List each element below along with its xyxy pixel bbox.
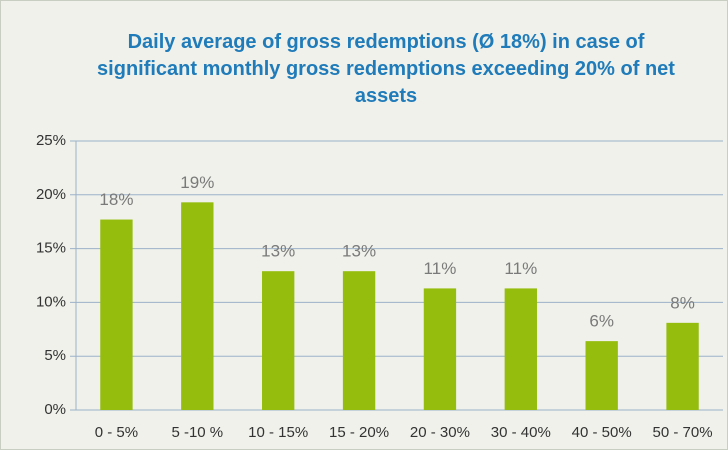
value-label: 19% (180, 173, 214, 192)
y-tick-label: 5% (44, 347, 66, 364)
y-tick-label: 25% (36, 132, 66, 149)
value-label: 11% (504, 259, 537, 278)
x-tick-label: 0 - 5% (95, 424, 138, 441)
bar (504, 288, 537, 410)
x-tick-label: 20 - 30% (410, 424, 470, 441)
y-tick-label: 15% (36, 240, 66, 257)
bar (423, 288, 457, 410)
y-tick-label: 0% (44, 401, 66, 418)
bar (100, 219, 133, 410)
bar (342, 271, 376, 410)
value-label: 18% (99, 190, 133, 209)
y-tick-label: 20% (36, 186, 66, 203)
x-tick-label: 5 -10 % (171, 424, 223, 441)
value-label: 8% (670, 293, 695, 312)
bar (585, 341, 618, 410)
x-tick-label: 10 - 15% (248, 424, 308, 441)
value-label: 13% (261, 242, 295, 261)
value-label: 6% (589, 312, 614, 331)
y-tick-label: 10% (36, 293, 66, 310)
x-tick-label: 50 - 70% (653, 424, 713, 441)
value-label: 11% (424, 259, 457, 278)
bar (181, 202, 214, 410)
value-label: 13% (342, 242, 376, 261)
bar (262, 271, 295, 410)
bar (666, 322, 699, 410)
chart-title: Daily average of gross redemptions (Ø 18… (97, 31, 675, 107)
x-tick-label: 30 - 40% (491, 424, 551, 441)
x-tick-label: 40 - 50% (572, 424, 632, 441)
x-tick-label: 15 - 20% (329, 424, 389, 441)
